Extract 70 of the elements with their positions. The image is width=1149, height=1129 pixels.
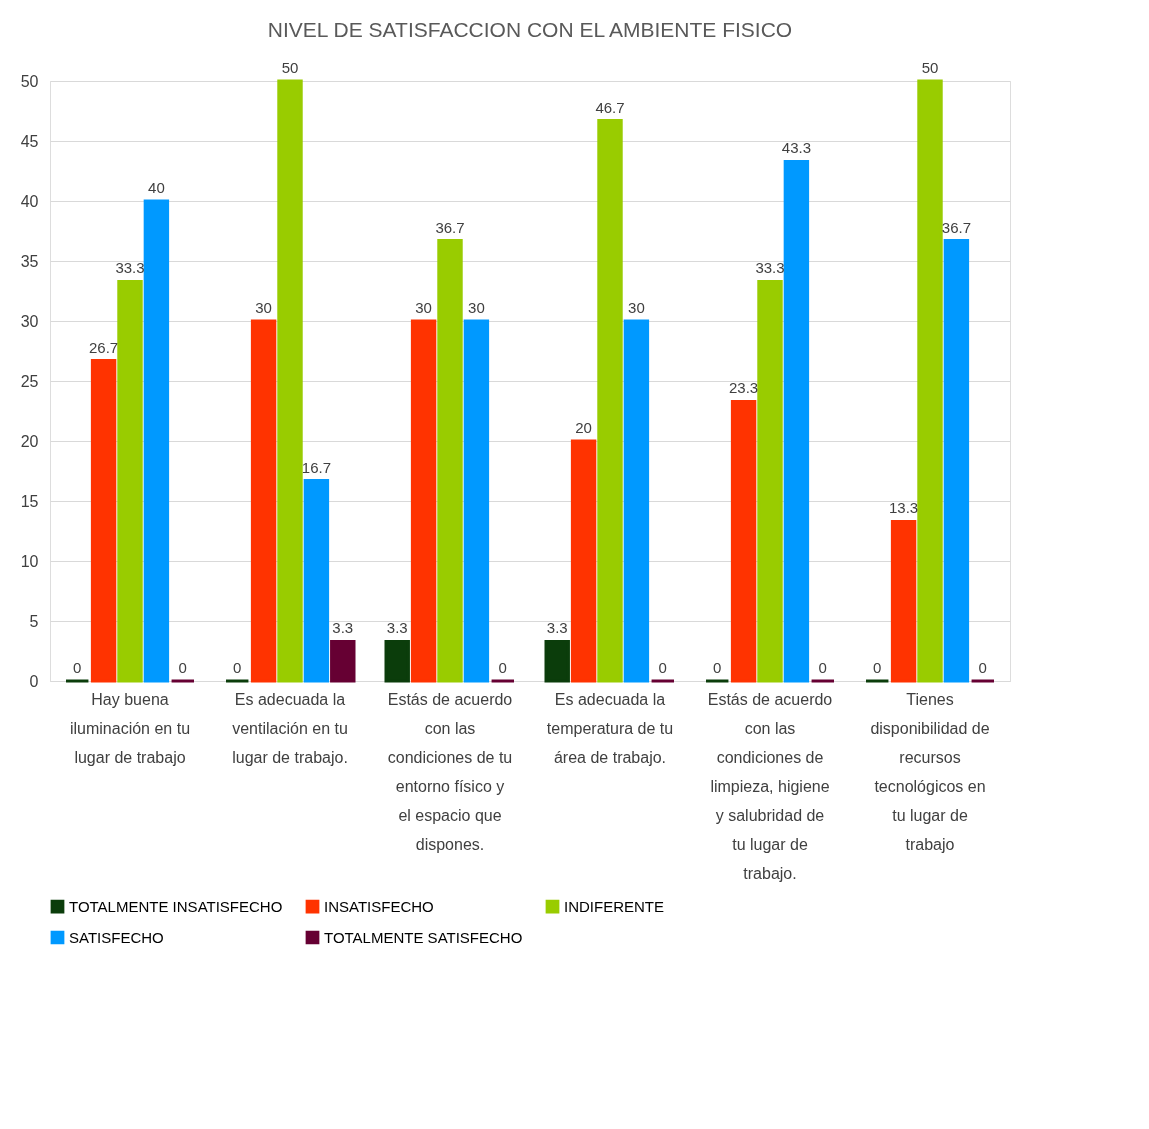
data-label: 0 [73, 659, 82, 676]
bar [117, 279, 143, 683]
data-label: 36.7 [435, 218, 465, 236]
bar [544, 639, 570, 683]
data-label: 0 [873, 659, 882, 676]
bar [917, 79, 943, 683]
data-label: 33.3 [755, 259, 785, 277]
bar [623, 319, 650, 683]
x-tick-label: Tienes disponibilidad de recursos tecnológicos en tu lugar de trabajo [870, 690, 990, 853]
bar [90, 359, 117, 683]
data-label: 0 [658, 659, 667, 676]
bar [730, 399, 757, 683]
data-label: 0 [713, 659, 722, 676]
data-label: 0 [233, 659, 242, 676]
y-tick-label: 40 [20, 192, 39, 210]
bar [890, 519, 917, 683]
data-label: 0 [178, 659, 187, 676]
legend-label: TOTALMENTE INSATISFECHO [69, 897, 283, 915]
chart-title: NIVEL DE SATISFACCION CON EL AMBIENTE FISICO [267, 18, 793, 41]
legend-label: INDIFERENTE [564, 897, 665, 915]
y-tick-label: 50 [20, 72, 39, 90]
bar [570, 439, 597, 683]
data-label: 30 [468, 299, 485, 316]
data-label: 20 [575, 419, 592, 436]
legend-label: TOTALMENTE SATISFECHO [324, 928, 523, 946]
data-label: 50 [921, 59, 939, 76]
data-label: 30 [255, 299, 272, 316]
bar [943, 239, 970, 683]
data-label: 33.3 [115, 259, 145, 277]
data-label: 0 [818, 659, 827, 676]
data-label: 16.7 [301, 458, 331, 476]
bar [410, 319, 437, 683]
y-tick-label: 20 [20, 432, 39, 450]
x-tick-label: Estás de acuerdo con las condiciones de limpieza, higiene y salubridad de tu lugar de trabajo. [707, 690, 833, 882]
y-tick-label: 5 [29, 612, 39, 630]
bar [330, 639, 356, 683]
legend-label: SATISFECHO [69, 928, 164, 946]
x-tick-label: Es adecuada la ventilación en tu lugar de trabajo. [232, 690, 348, 766]
x-tick-label: Estás de acuerdo con las condiciones de tu entorno físico y el espacio que dispones. [387, 690, 513, 853]
data-label: 43.3 [781, 139, 811, 157]
data-label: 3.3 [386, 619, 408, 637]
data-label: 3.3 [546, 619, 568, 637]
data-label: 50 [281, 59, 299, 76]
bar [303, 479, 330, 683]
x-tick-label: Hay buena iluminación en tu lugar de trabajo [69, 690, 191, 766]
y-tick-label: 45 [20, 132, 39, 150]
bar [143, 199, 170, 683]
data-label: 3.3 [332, 619, 354, 637]
data-label: 30 [415, 299, 432, 316]
legend-label: INSATISFECHO [324, 897, 434, 915]
bar [783, 159, 810, 683]
data-label: 40 [148, 179, 165, 196]
bar [384, 639, 410, 683]
bar [597, 119, 623, 683]
data-label: 0 [498, 659, 507, 676]
x-tick-label: Es adecuada la temperatura de tu área de trabajo. [546, 690, 674, 766]
bar [463, 319, 490, 683]
y-tick-label: 25 [20, 372, 39, 390]
bar [250, 319, 277, 683]
y-tick-label: 10 [20, 552, 39, 570]
y-tick-label: 35 [20, 252, 39, 270]
y-tick-label: 30 [20, 312, 39, 330]
y-tick-label: 15 [20, 492, 39, 510]
y-tick-label: 0 [29, 672, 39, 690]
data-label: 46.7 [595, 98, 625, 116]
data-label: 30 [628, 299, 645, 316]
bar [757, 279, 783, 683]
bar [437, 239, 463, 683]
bar [277, 79, 303, 683]
data-label: 0 [978, 659, 987, 676]
